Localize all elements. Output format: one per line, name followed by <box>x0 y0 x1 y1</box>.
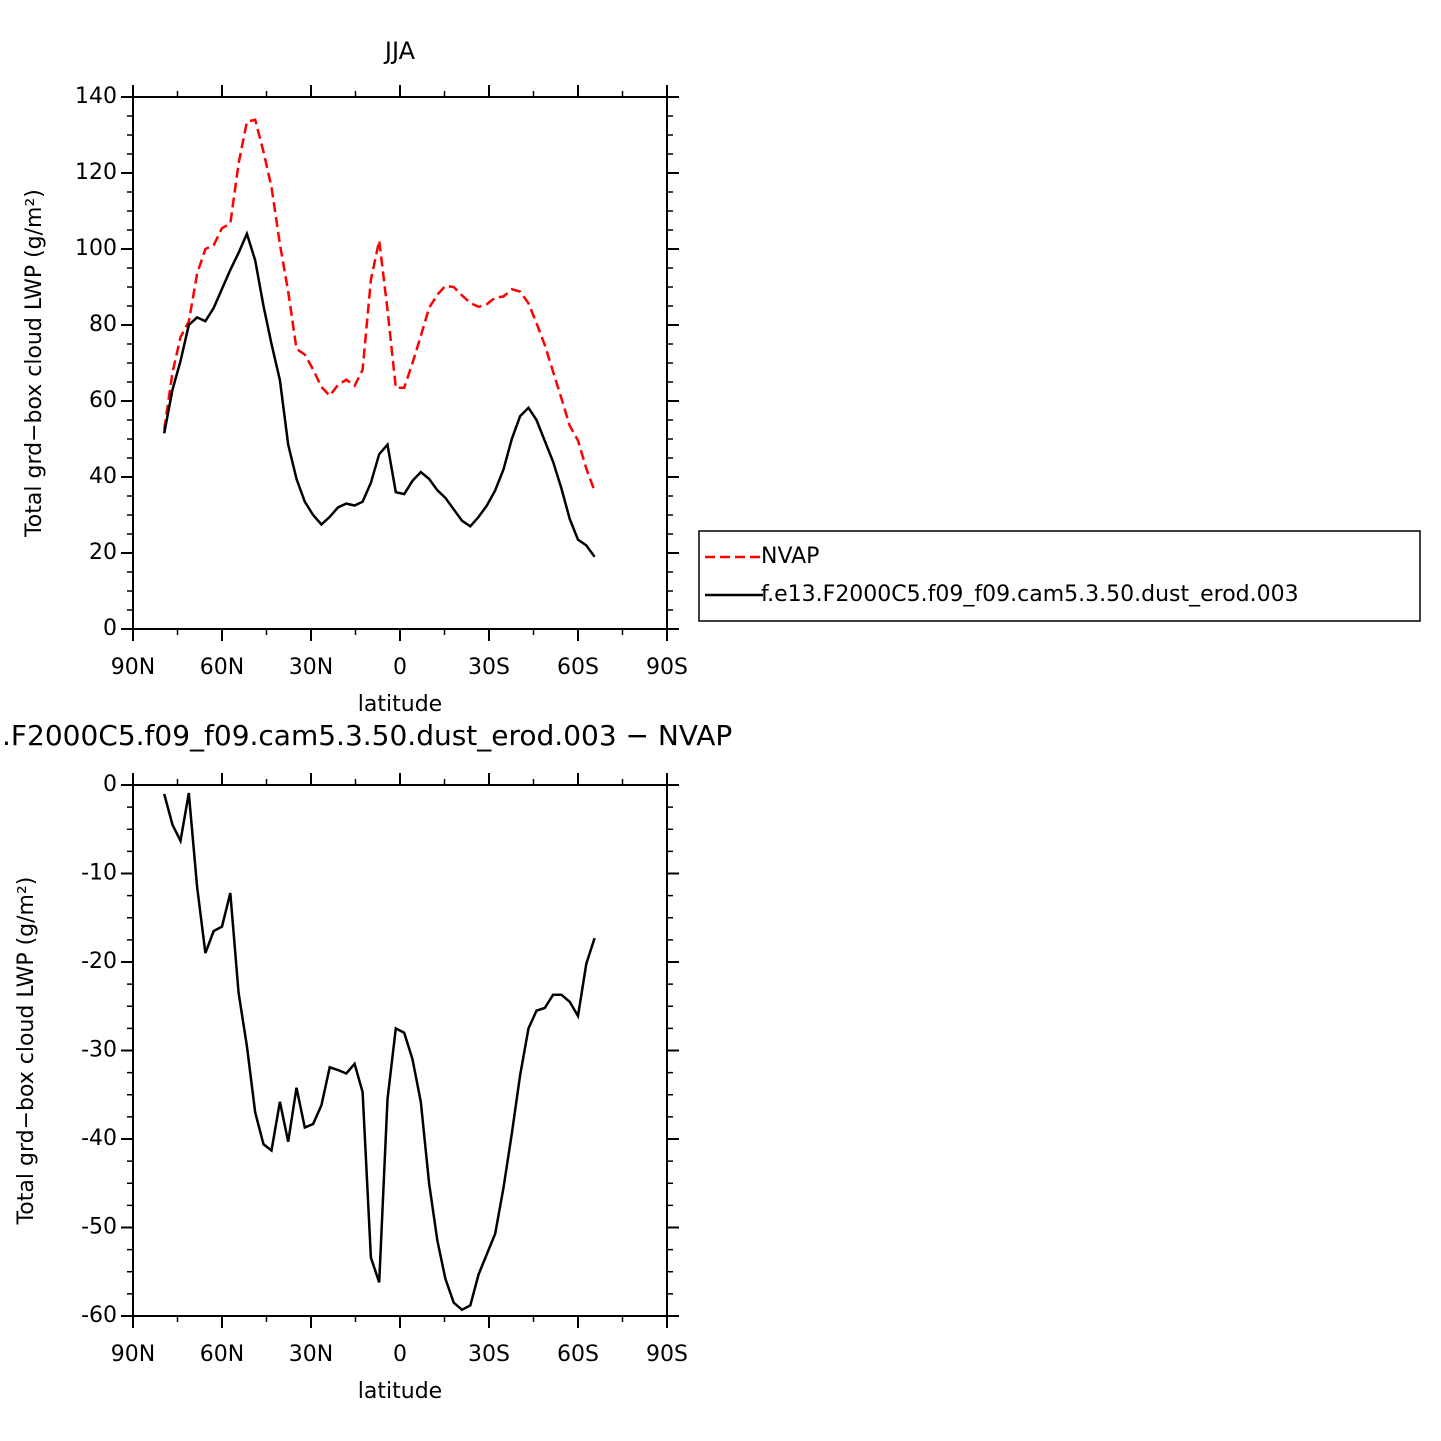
y-tick-label: 100 <box>75 236 117 261</box>
y-tick-label: 20 <box>89 540 117 565</box>
x-tick-label: 0 <box>393 655 407 680</box>
legend-label: f.e13.F2000C5.f09_f09.cam5.3.50.dust_ero… <box>761 582 1299 607</box>
y-axis-label: Total grd−box cloud LWP (g/m²) <box>14 877 39 1226</box>
x-tick-label: 90S <box>646 1342 688 1367</box>
legend-label: NVAP <box>761 544 819 569</box>
y-tick-label: -40 <box>81 1126 117 1151</box>
y-tick-label: 0 <box>103 772 117 797</box>
data-line <box>162 118 596 492</box>
x-tick-label: 90N <box>111 1342 155 1367</box>
x-tick-label: 90S <box>646 655 688 680</box>
x-axis-label: latitude <box>358 692 442 717</box>
x-tick-label: 30S <box>468 655 510 680</box>
y-tick-label: -20 <box>81 949 117 974</box>
y-tick-label: 120 <box>75 160 117 185</box>
data-line <box>162 230 596 558</box>
y-tick-label: 60 <box>89 388 117 413</box>
y-tick-label: -10 <box>81 861 117 886</box>
x-tick-label: 90N <box>111 655 155 680</box>
x-axis-label: latitude <box>358 1379 442 1404</box>
y-tick-label: 80 <box>89 312 117 337</box>
x-tick-label: 60S <box>557 1342 599 1367</box>
y-axis-label: Total grd−box cloud LWP (g/m²) <box>22 189 47 538</box>
y-tick-label: -30 <box>81 1038 117 1063</box>
y-tick-label: -60 <box>81 1303 117 1328</box>
x-tick-label: 0 <box>393 1342 407 1367</box>
plot-frame <box>132 96 668 630</box>
x-tick-label: 60N <box>200 655 244 680</box>
y-tick-label: 0 <box>103 616 117 641</box>
y-tick-label: -50 <box>81 1215 117 1240</box>
data-line <box>162 792 596 1312</box>
x-tick-label: 60N <box>200 1342 244 1367</box>
y-tick-label: 140 <box>75 84 117 109</box>
x-tick-label: 60S <box>557 655 599 680</box>
plot-frame <box>132 784 668 1317</box>
x-tick-label: 30S <box>468 1342 510 1367</box>
chart-title: JJA <box>383 37 416 65</box>
legend-box <box>698 530 1421 622</box>
y-tick-label: 40 <box>89 464 117 489</box>
x-tick-label: 30N <box>289 1342 333 1367</box>
x-tick-label: 30N <box>289 655 333 680</box>
chart-title: .F2000C5.f09_f09.cam5.3.50.dust_erod.003… <box>2 719 732 752</box>
